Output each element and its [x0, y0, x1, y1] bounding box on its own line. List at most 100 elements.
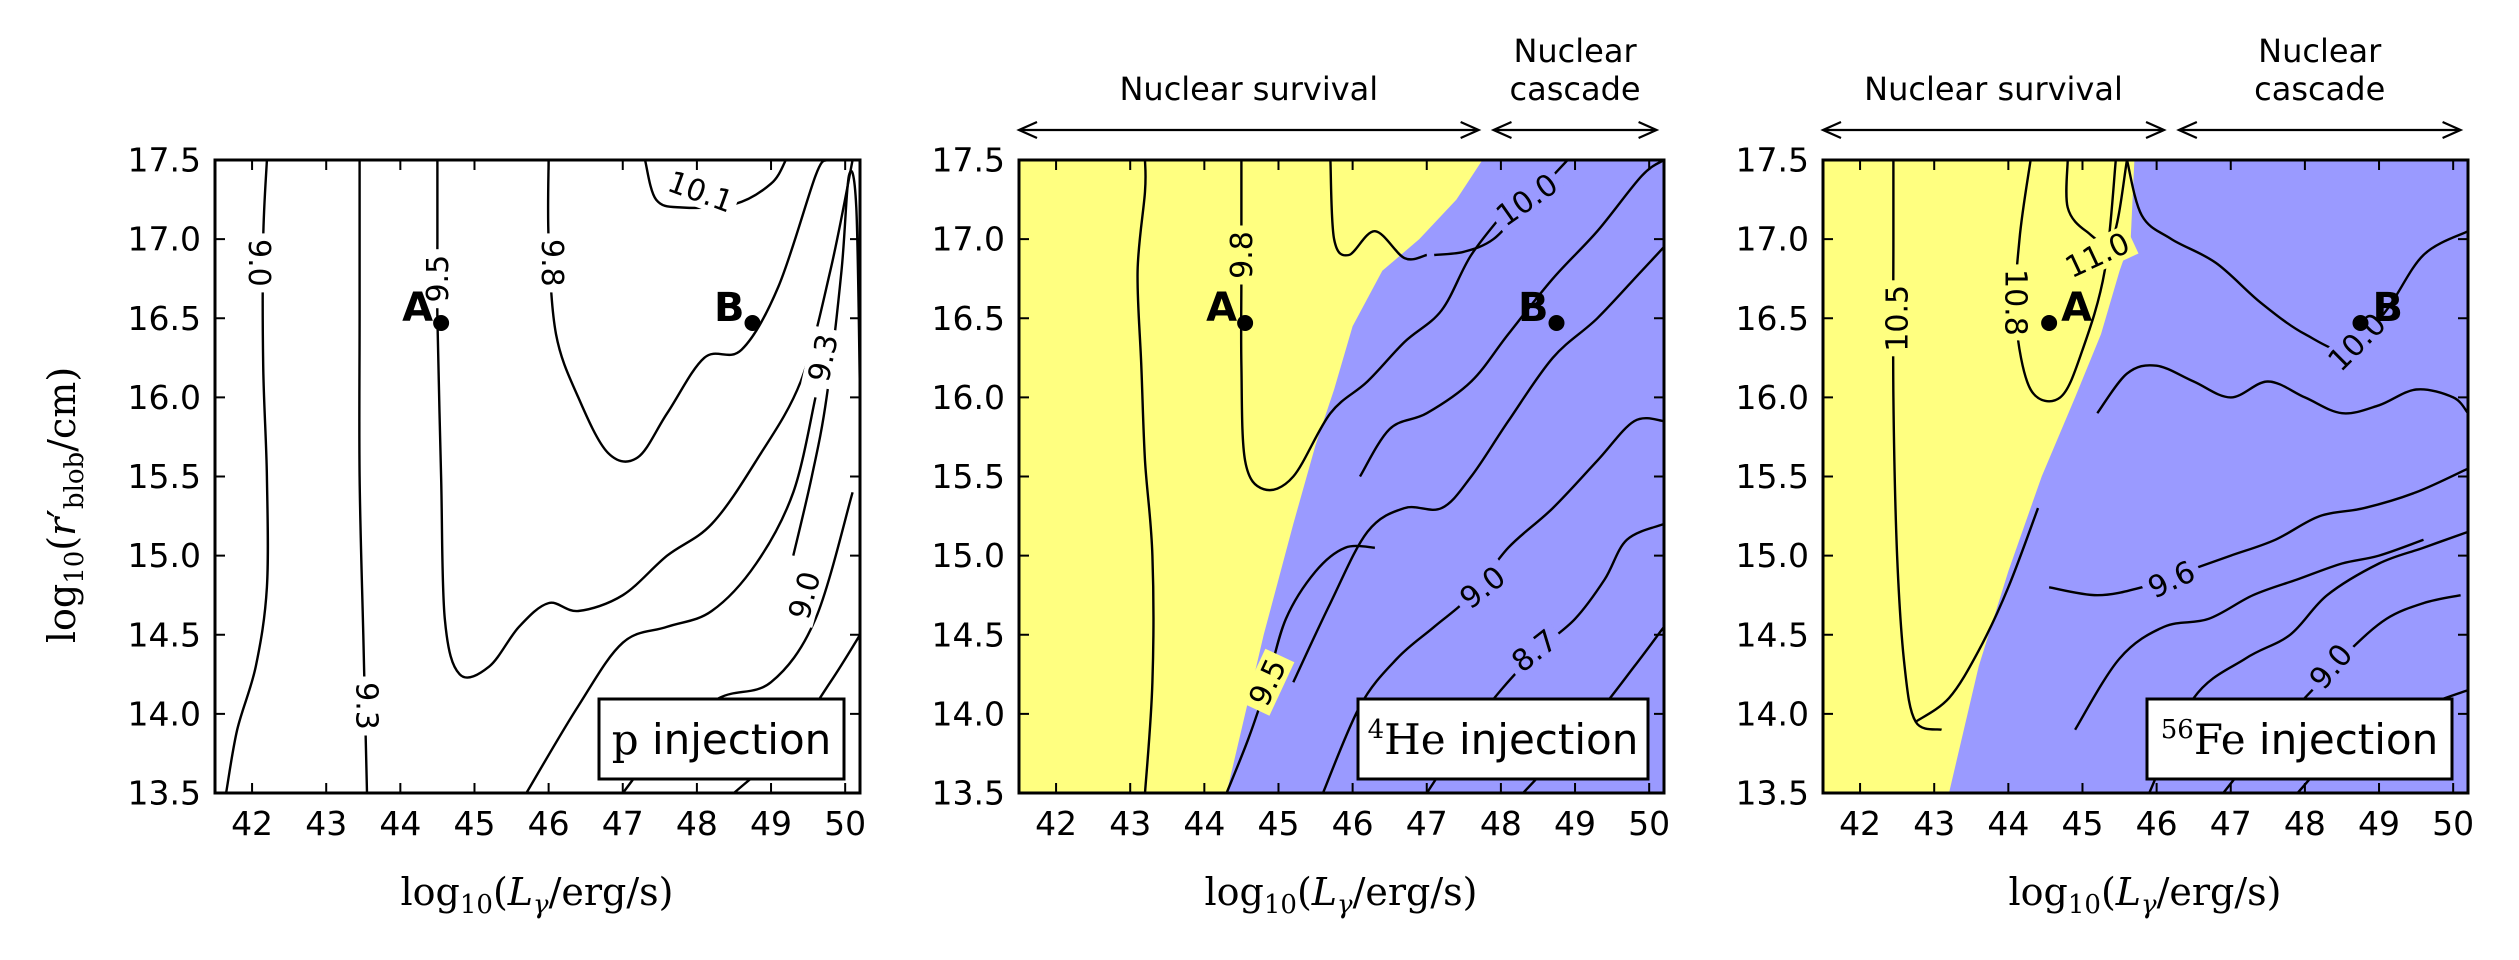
y-tick-label: 15.5 — [128, 457, 201, 496]
x-tick-label: 45 — [1257, 804, 1299, 843]
y-tick-label: 13.5 — [932, 774, 1005, 813]
contour-label: 9.0 — [241, 233, 276, 293]
x-tick-label: 47 — [602, 804, 644, 843]
x-tick-label: 48 — [2284, 804, 2326, 843]
point-a-marker — [1237, 314, 1254, 331]
y-tick-label: 14.5 — [1736, 615, 1809, 654]
contour-line — [1358, 160, 1664, 478]
contour-line — [1136, 160, 1155, 793]
panel-right: 10.5 10.811.010.09.69.042 43 44 45 46 47 48 49 50… — [1736, 32, 2475, 843]
contour-line — [2096, 364, 2468, 415]
contour-line — [1891, 160, 1942, 731]
contour-line — [792, 169, 860, 556]
point-a-marker — [433, 314, 450, 331]
panel-middle: 9.810.09.59.08.742 43 44 45 46 47 48 49 5013.514… — [932, 32, 1671, 843]
svg-text:log10(Lγ/erg/s): log10(Lγ/erg/s) — [401, 870, 674, 920]
contour-line — [2014, 160, 2117, 403]
x-tick-label: 50 — [1628, 804, 1670, 843]
y-tick-label: 13.5 — [128, 774, 201, 813]
svg-text:log10(r′blob/cm): log10(r′blob/cm) — [40, 367, 90, 643]
contour-label: 10.8 — [1997, 264, 2032, 341]
point-a-marker — [2041, 314, 2058, 331]
legend-label: 4He injection — [1368, 715, 1639, 764]
contour-label: 9.5 — [421, 249, 456, 309]
annotation-text: Nuclear — [2258, 32, 2382, 70]
x-tick-label: 49 — [1554, 804, 1596, 843]
contour-line — [1914, 507, 2040, 723]
x-tick-label: 42 — [1035, 804, 1077, 843]
y-tick-label: 17.5 — [128, 141, 201, 180]
y-tick-label: 15.5 — [1736, 457, 1809, 496]
annotation-left: Nuclear survival — [1016, 70, 1482, 140]
point-a-label: A — [402, 285, 433, 331]
y-tick-label: 15.0 — [128, 536, 201, 575]
y-tick-label: 17.0 — [128, 220, 201, 259]
point-b-label: B — [1518, 285, 1549, 331]
svg-text:9.5: 9.5 — [421, 255, 456, 303]
y-tick-label: 16.5 — [932, 299, 1005, 338]
y-tick-label: 17.5 — [932, 141, 1005, 180]
contour-label: 9.3 — [349, 676, 384, 736]
y-tick-label: 15.0 — [1736, 536, 1809, 575]
y-tick-label: 14.5 — [128, 615, 201, 654]
annotation-text: Nuclear — [1513, 32, 1637, 70]
y-tick-label: 17.0 — [1736, 220, 1809, 259]
point-a-label: A — [2061, 285, 2092, 331]
point-b-marker — [744, 314, 761, 331]
contour-line — [525, 397, 817, 793]
y-tick-label: 15.0 — [932, 536, 1005, 575]
point-a-label: A — [1206, 285, 1237, 331]
contour-line — [2125, 160, 2468, 352]
contour-line — [435, 160, 854, 679]
svg-text:log10(Lγ/erg/s): log10(Lγ/erg/s) — [2009, 870, 2282, 920]
y-tick-label: 16.5 — [128, 299, 201, 338]
annotation-left: Nuclear survival — [1820, 70, 2167, 140]
contour-label: 10.5 — [1881, 280, 1916, 357]
x-axis-title-middle: log10(Lγ/erg/s) — [1205, 870, 1478, 920]
point-b-label: B — [714, 285, 745, 331]
x-tick-label: 46 — [2136, 804, 2178, 843]
annotation-text: cascade — [2254, 70, 2385, 108]
annotation-text: Nuclear survival — [1119, 70, 1378, 108]
x-axis-title-right: log10(Lγ/erg/s) — [2009, 870, 2282, 920]
contour-label: 9.3 — [801, 325, 846, 390]
x-tick-label: 48 — [676, 804, 718, 843]
x-tick-label: 43 — [1913, 804, 1955, 843]
contour-line — [2074, 538, 2424, 731]
x-tick-label: 42 — [1839, 804, 1881, 843]
y-axis-title: log10(r′blob/cm) — [40, 367, 90, 643]
contour-line — [1292, 246, 1664, 683]
contour-line — [2065, 160, 2129, 245]
legend-label: 56Fe injection — [2161, 715, 2439, 764]
contour-line — [2048, 467, 2468, 597]
svg-text:log10(Lγ/erg/s): log10(Lγ/erg/s) — [1205, 870, 1478, 920]
x-tick-label: 48 — [1480, 804, 1522, 843]
contour-line — [1225, 544, 1375, 793]
legend-box: p injection — [597, 697, 846, 781]
y-tick-label: 15.5 — [932, 457, 1005, 496]
annotation-text: cascade — [1509, 70, 1640, 108]
y-tick-label: 14.0 — [932, 694, 1005, 733]
y-tick-label: 16.0 — [128, 378, 201, 417]
plot-area: 9.09.39.5 9.810.19.39.0 — [224, 160, 860, 793]
legend-box: 4He injection — [1356, 697, 1650, 781]
x-axis-title-left: log10(Lγ/erg/s) — [401, 870, 674, 920]
x-tick-label: 46 — [1332, 804, 1374, 843]
y-tick-label: 16.0 — [932, 378, 1005, 417]
x-tick-label: 46 — [528, 804, 570, 843]
x-tick-label: 44 — [379, 804, 421, 843]
svg-text:9.0: 9.0 — [241, 239, 276, 287]
point-b-label: B — [2373, 285, 2404, 331]
annotation-text: Nuclear survival — [1864, 70, 2123, 108]
contour-label: 9.8 — [534, 233, 569, 293]
y-tick-label: 16.5 — [1736, 299, 1809, 338]
contour-line — [1329, 160, 1428, 261]
x-tick-label: 47 — [2210, 804, 2252, 843]
panel-left: 9.09.39.5 9.810.19.39.042 43 44 45 46 47 48 49 50… — [128, 141, 867, 844]
point-b-marker — [2352, 314, 2369, 331]
y-tick-label: 17.5 — [1736, 141, 1809, 180]
y-tick-label: 14.0 — [1736, 694, 1809, 733]
